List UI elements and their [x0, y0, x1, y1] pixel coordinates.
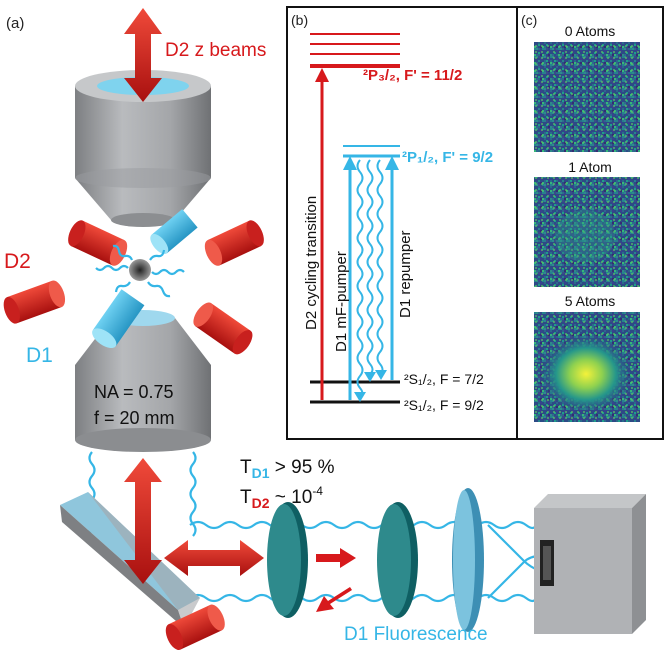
d2-mot-beams: [3, 220, 264, 355]
d1-label: D1: [26, 344, 53, 367]
attenuated-d2-arrow: [316, 548, 356, 568]
transmission-d1-label: TD1 > 95 %: [240, 457, 335, 481]
panel-b-label: (b): [291, 12, 308, 28]
panel-a-label: (a): [6, 15, 24, 32]
d1-repumper-arrow: [385, 156, 399, 380]
p12-label: ²P₁/₂, F' = 9/2: [402, 149, 493, 166]
filter-2: [377, 502, 418, 618]
s92-label: ²S₁/₂, F = 9/2: [404, 397, 484, 413]
d2-z-beam-arrow: [124, 8, 162, 102]
one-atom-label: 1 Atom: [568, 159, 612, 175]
d2-label: D2: [4, 250, 31, 273]
imaging-lens: [452, 488, 484, 632]
camera: [534, 494, 646, 634]
five-atoms-image: [534, 312, 640, 422]
d1-mf-pumper-label: D1 mF-pumper: [333, 251, 350, 352]
zero-atoms-image: [534, 42, 640, 152]
focal-length-label: f = 20 mm: [94, 408, 175, 428]
d1-mf-pumper-arrow: [343, 156, 357, 400]
zero-atoms-label: 0 Atoms: [565, 23, 616, 39]
p32-label: ²P₃/₂, F' = 11/2: [363, 67, 462, 84]
d2-cycling-arrow: [315, 68, 329, 400]
p12-manifold: [343, 145, 400, 158]
one-atom-image: [534, 177, 640, 287]
panel-c-label: (c): [521, 12, 537, 28]
svg-text:TD1 > 95 %: TD1 > 95 %: [240, 457, 335, 481]
spontaneous-decay-waves: [354, 159, 387, 402]
transmission-d2-label: TD2 ~ 10-4: [240, 484, 323, 511]
atom-fluorescence-waves: [95, 244, 185, 298]
atom-cloud: [129, 259, 151, 281]
d2-cycling-label: D2 cycling transition: [303, 196, 320, 330]
svg-text:TD2 ~ 10-4: TD2 ~ 10-4: [240, 484, 323, 511]
reflected-d2-arrow: [316, 587, 352, 612]
five-atoms-label: 5 Atoms: [565, 293, 616, 309]
d1-repumper-label: D1 repumper: [397, 230, 414, 318]
d2-horizontal-arrow: [164, 540, 264, 576]
p32-manifold: [310, 33, 400, 68]
d1-beams: [92, 209, 198, 349]
filter-1: [267, 502, 308, 618]
d2-bottom-beam: [165, 604, 225, 651]
d1-fluorescence-label: D1 Fluorescence: [344, 624, 488, 645]
na-label: NA = 0.75: [94, 382, 174, 402]
d2-vertical-arrow: [124, 458, 162, 584]
d2-z-beams-label: D2 z beams: [165, 40, 266, 61]
s72-label: ²S₁/₂, F = 7/2: [404, 371, 484, 387]
